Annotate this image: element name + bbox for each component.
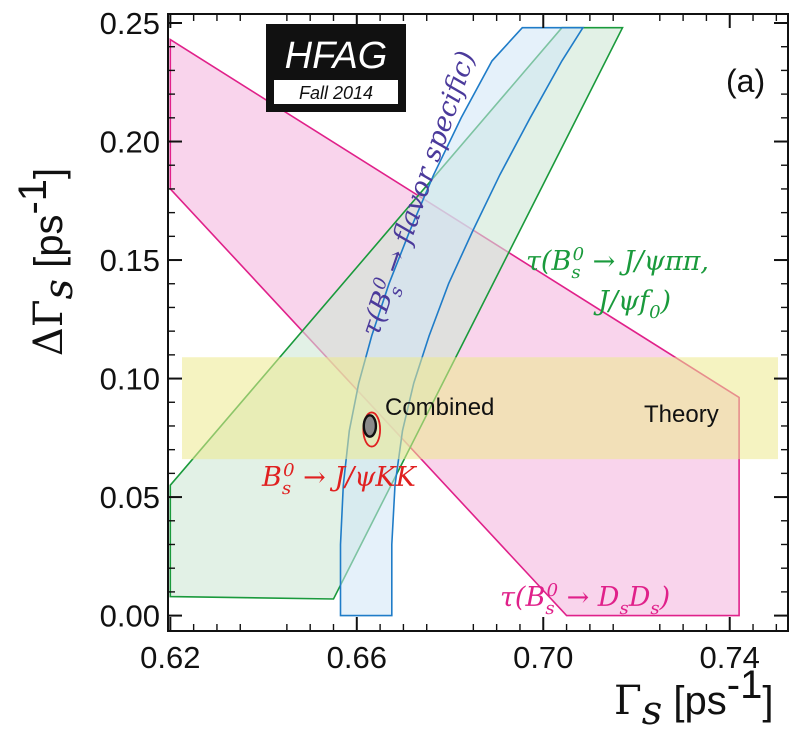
y-tick-label: 0.05 xyxy=(100,480,160,515)
label-jpsikk: Bs0 → J/ψKK xyxy=(261,460,418,499)
x-tick-label: 0.70 xyxy=(513,640,573,675)
y-tick-label: 0.15 xyxy=(100,243,160,278)
y-axis-title: ΔΓs [ps-1] xyxy=(11,168,82,356)
badge-subtitle: Fall 2014 xyxy=(299,83,373,103)
x-tick-label: 0.74 xyxy=(700,640,760,675)
panel-label: (a) xyxy=(726,63,765,99)
label-jpsif0: J/ψf0) xyxy=(593,286,671,323)
bands-layer xyxy=(169,26,778,617)
x-axis-title: Γs [ps-1] xyxy=(614,663,773,730)
label-combined: Combined xyxy=(385,394,494,421)
y-tick-label: 0.10 xyxy=(100,362,160,397)
y-tick-label: 0.00 xyxy=(100,599,160,634)
y-tick-label: 0.20 xyxy=(100,125,160,160)
label-dsds: τ(Bs0 → DsDs) xyxy=(500,580,670,619)
label-jpsipipi: τ(Bs0 → J/ψππ, xyxy=(526,244,709,283)
plot-frame xyxy=(167,13,789,632)
axes-layer: 0.00 0.05 0.10 0.15 0.20 0.25 0.62 0.66 0.70 0.74 xyxy=(100,6,788,675)
band-theory xyxy=(182,357,778,460)
x-tick-label: 0.62 xyxy=(140,640,200,675)
contour-combined xyxy=(362,414,378,438)
x-tick-label: 0.66 xyxy=(327,640,387,675)
hfag-badge: HFAG Fall 2014 xyxy=(266,24,406,112)
y-tick-label: 0.25 xyxy=(100,6,160,41)
label-theory: Theory xyxy=(644,401,719,428)
badge-title: HFAG xyxy=(285,35,388,77)
